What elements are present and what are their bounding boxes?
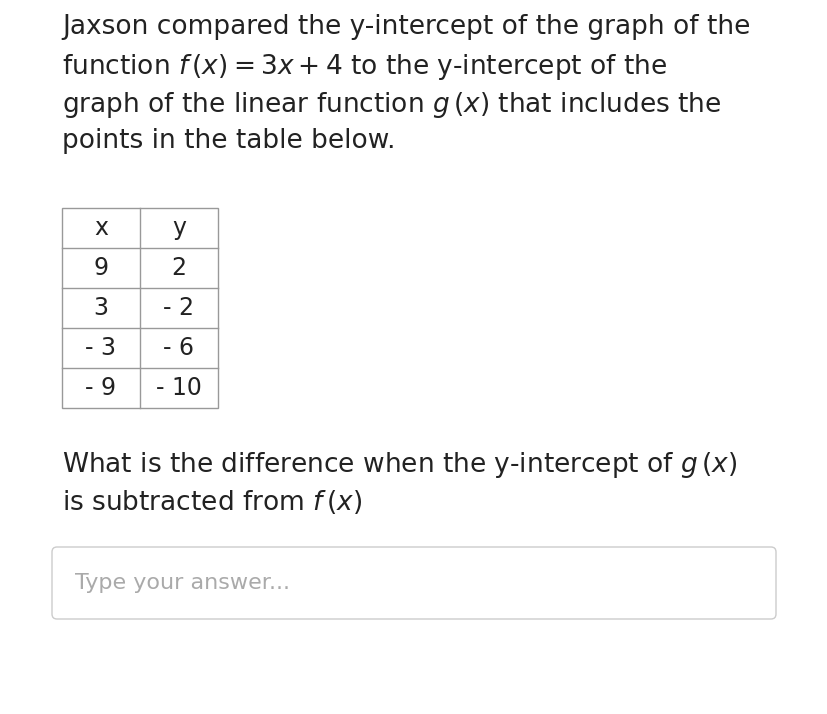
Text: is subtracted from $f\,(x)$: is subtracted from $f\,(x)$ <box>62 488 361 516</box>
Text: x: x <box>94 216 108 240</box>
Text: graph of the linear function $g\,(x)$ that includes the: graph of the linear function $g\,(x)$ th… <box>62 90 720 120</box>
Text: Jaxson compared the y-intercept of the graph of the: Jaxson compared the y-intercept of the g… <box>62 14 749 40</box>
Text: What is the difference when the y-intercept of $g\,(x)$: What is the difference when the y-interc… <box>62 450 737 480</box>
Bar <box>62 208 218 408</box>
Text: - 6: - 6 <box>163 336 194 360</box>
Text: 9: 9 <box>93 256 108 280</box>
Text: - 2: - 2 <box>163 296 194 320</box>
Text: 3: 3 <box>93 296 108 320</box>
Text: - 3: - 3 <box>85 336 117 360</box>
Text: Type your answer...: Type your answer... <box>75 573 289 593</box>
Text: - 10: - 10 <box>155 376 202 400</box>
Text: y: y <box>172 216 186 240</box>
Text: points in the table below.: points in the table below. <box>62 128 395 154</box>
Text: function $f\,(x) = 3x + 4$ to the y-intercept of the: function $f\,(x) = 3x + 4$ to the y-inte… <box>62 52 667 82</box>
Text: - 9: - 9 <box>85 376 117 400</box>
FancyBboxPatch shape <box>52 547 775 619</box>
Text: 2: 2 <box>171 256 186 280</box>
